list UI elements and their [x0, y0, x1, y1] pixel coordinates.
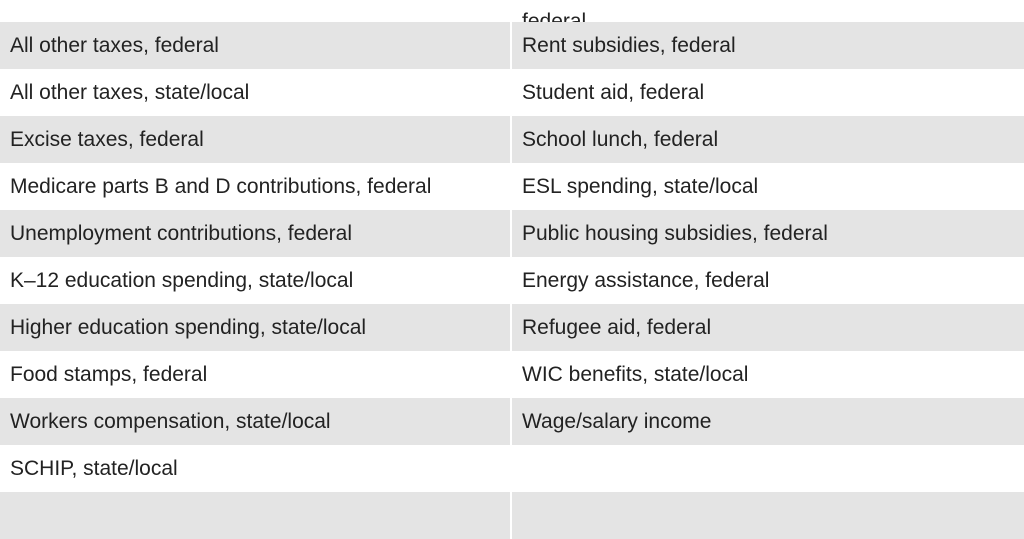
cell-right: Student aid, federal [522, 80, 705, 104]
table-row: Workers compensation, state/local Wage/s… [0, 398, 1024, 445]
cell-left [0, 0, 512, 22]
cell-left: All other taxes, state/local [0, 69, 512, 116]
table-row: All other taxes, federal Rent subsidies,… [0, 22, 1024, 69]
table-row: Food stamps, federal WIC benefits, state… [0, 351, 1024, 398]
table-row: Medicare parts B and D contributions, fe… [0, 163, 1024, 210]
cell-left: SCHIP, state/local [0, 445, 512, 492]
cell-right [511, 492, 1024, 539]
table-row [0, 492, 1024, 539]
cell-right: ESL spending, state/local [522, 174, 759, 198]
cell-left: Food stamps, federal [0, 351, 512, 398]
cell-right: Rent subsidies, federal [511, 22, 1024, 69]
table-row: Unemployment contributions, federal Publ… [0, 210, 1024, 257]
cell-left: Workers compensation, state/local [0, 398, 512, 445]
table-row: SCHIP, state/local [0, 445, 1024, 492]
table-row: All other taxes, state/local Student aid… [0, 69, 1024, 116]
cell-left: Unemployment contributions, federal [0, 210, 512, 257]
cell-left: All other taxes, federal [0, 22, 512, 69]
cell-right: Refugee aid, federal [511, 304, 1024, 351]
table-row-partial: federal [0, 0, 1024, 22]
cell-right: School lunch, federal [511, 116, 1024, 163]
cell-right: Energy assistance, federal [522, 268, 770, 292]
cell-right: Public housing subsidies, federal [511, 210, 1024, 257]
cell-right: WIC benefits, state/local [522, 362, 749, 386]
cell-left [0, 492, 512, 539]
cell-right-text: federal [522, 10, 587, 22]
cell-right: Wage/salary income [511, 398, 1024, 445]
table-row: K–12 education spending, state/local Ene… [0, 257, 1024, 304]
cell-right [511, 445, 1024, 492]
cell-left: Medicare parts B and D contributions, fe… [0, 163, 512, 210]
table-row: Excise taxes, federal School lunch, fede… [0, 116, 1024, 163]
table-row: Higher education spending, state/local R… [0, 304, 1024, 351]
cell-left: Excise taxes, federal [0, 116, 512, 163]
cell-right: federal [511, 0, 1024, 22]
cell-left: Higher education spending, state/local [0, 304, 512, 351]
cell-left: K–12 education spending, state/local [0, 257, 512, 304]
